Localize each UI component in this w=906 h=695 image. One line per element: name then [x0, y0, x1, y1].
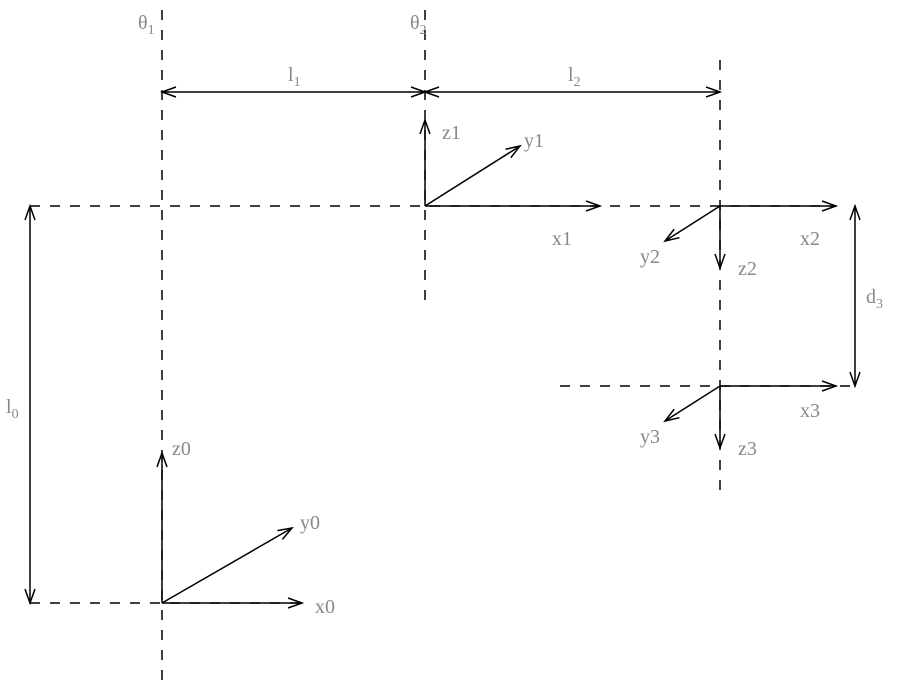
axis-label-x3: x3 — [800, 400, 820, 423]
axis-label-y2: y2 — [640, 246, 660, 269]
axis-label-x2: x2 — [800, 228, 820, 251]
dim-label: l2 — [568, 64, 581, 91]
dim-label: l0 — [6, 396, 19, 423]
axis-label-z1: z1 — [442, 122, 461, 145]
axis-label-z3: z3 — [738, 438, 757, 461]
dim-label: d3 — [866, 286, 883, 313]
axis-label-y0: y0 — [300, 512, 320, 535]
axis-label-y3: y3 — [640, 426, 660, 449]
axis-label-x1: x1 — [552, 228, 572, 251]
axis-label-z2: z2 — [738, 258, 757, 281]
axis-label-z0: z0 — [172, 438, 191, 461]
dim-label: l1 — [288, 64, 301, 91]
dim-label: θ2 — [410, 12, 427, 39]
axis-label-x0: x0 — [315, 596, 335, 619]
dim-label: θ1 — [138, 12, 155, 39]
axis-label-y1: y1 — [524, 130, 544, 153]
